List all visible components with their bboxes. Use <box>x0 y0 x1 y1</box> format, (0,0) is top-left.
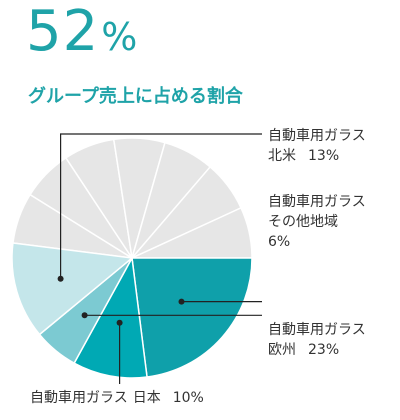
chart-subtitle: グループ売上に占める割合 <box>28 86 243 107</box>
headline-value: 52 <box>26 0 100 64</box>
label-other-pct: 6% <box>268 234 290 250</box>
label-na-region: 北米 <box>268 148 296 164</box>
europe-leader-dot <box>178 298 185 305</box>
headline-percentage: 52% <box>26 4 137 60</box>
japan-leader-dot <box>116 319 123 326</box>
label-other-category: 自動車用ガラス <box>268 193 366 210</box>
slice-europe <box>131 257 253 378</box>
label-japan: 自動車用ガラス 日本 10% <box>30 389 204 406</box>
label-na-category: 自動車用ガラス <box>268 127 366 144</box>
label-europe-pct: 23% <box>308 342 339 358</box>
slice-labels: 自動車用ガラス 北米 13% 自動車用ガラス その他地域 6% 自動車用ガラス 欧… <box>30 127 366 406</box>
label-japan-category: 自動車用ガラス <box>30 389 128 406</box>
north-america-leader-dot <box>57 275 64 282</box>
label-europe-value: 欧州 23% <box>268 342 339 358</box>
label-europe-region: 欧州 <box>268 342 296 358</box>
label-japan-pct: 10% <box>173 390 204 406</box>
north-america-leader-line <box>59 133 262 279</box>
other-regions-leader-dot <box>81 312 88 319</box>
highlighted-slices <box>11 242 253 379</box>
headline-unit: % <box>101 15 138 59</box>
leader-lines <box>57 133 262 384</box>
label-na-value: 北米 13% <box>268 148 339 164</box>
label-other-region: その他地域 <box>268 214 338 230</box>
label-japan-region: 日本 <box>133 390 161 406</box>
slice-north-america <box>11 242 134 336</box>
label-europe-category: 自動車用ガラス <box>268 321 366 338</box>
slice-japan <box>73 255 148 379</box>
label-na-pct: 13% <box>308 148 339 164</box>
remainder-slices <box>12 137 253 259</box>
